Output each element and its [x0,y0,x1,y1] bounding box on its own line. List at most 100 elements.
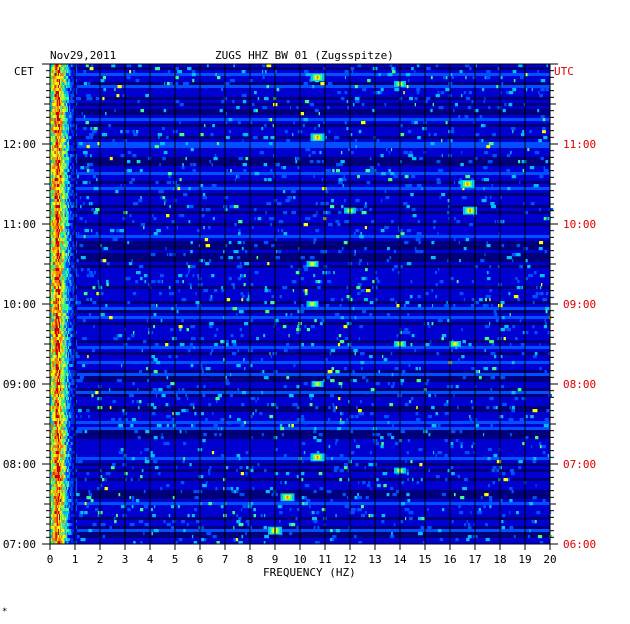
low-frequency-cell [50,343,52,347]
low-frequency-cell [72,124,74,128]
spectrum-speckle [255,400,257,404]
low-frequency-cell [73,322,75,326]
low-frequency-cell [64,82,66,86]
spectrum-speckle [462,187,465,191]
low-frequency-cell [73,217,75,221]
low-frequency-cell [63,364,65,368]
low-frequency-cell [60,217,62,221]
low-frequency-cell [57,541,60,545]
low-frequency-cell [72,397,74,401]
low-frequency-cell [75,529,78,533]
low-frequency-cell [59,109,61,113]
low-frequency-cell [51,163,53,167]
spectrum-speckle [324,190,329,194]
low-frequency-cell [54,223,56,227]
low-frequency-cell [63,346,65,350]
low-frequency-cell [59,214,61,218]
low-frequency-cell [61,397,63,401]
spectrum-speckle [469,223,474,227]
low-frequency-cell [64,70,66,74]
low-frequency-cell [75,247,78,251]
low-frequency-cell [68,280,70,284]
low-frequency-cell [56,274,58,278]
low-frequency-cell [68,94,70,98]
low-frequency-cell [57,262,60,266]
low-frequency-cell [72,316,74,320]
low-frequency-cell [55,169,57,173]
spectrum-speckle [511,391,516,395]
low-frequency-cell [52,298,54,302]
spectrum-speckle [406,472,409,476]
low-frequency-cell [63,151,65,155]
low-frequency-cell [61,292,63,296]
low-frequency-cell [60,316,62,320]
low-frequency-cell [53,190,55,194]
low-frequency-cell [69,205,71,209]
low-frequency-cell [71,517,73,521]
low-frequency-cell [75,115,78,119]
low-frequency-cell [65,235,67,239]
low-frequency-cell [69,70,71,74]
low-frequency-cell [68,436,70,440]
spectrum-speckle [469,67,472,71]
low-frequency-cell [73,439,75,443]
spectrum-speckle [249,79,253,83]
spectrum-speckle [421,517,426,521]
spectrum-speckle [152,214,154,218]
low-frequency-cell [52,220,54,224]
low-frequency-cell [53,82,55,86]
low-frequency-cell [68,73,70,77]
low-frequency-cell [75,316,78,320]
low-frequency-cell [69,265,71,269]
spectrum-speckle [180,214,185,218]
low-frequency-cell [63,262,65,266]
spectrum-speckle [201,412,205,416]
low-frequency-cell [72,199,74,203]
low-frequency-cell [73,208,75,212]
low-frequency-cell [63,94,65,98]
low-frequency-cell [68,526,70,530]
spectrum-speckle [144,460,150,464]
low-frequency-cell [60,70,62,74]
spectrum-speckle [88,202,91,206]
low-frequency-cell [64,142,66,146]
low-frequency-cell [56,454,58,458]
low-frequency-cell [54,190,56,194]
low-frequency-cell [57,376,60,380]
low-frequency-cell [52,442,54,446]
low-frequency-cell [59,295,61,299]
low-frequency-cell [71,301,73,305]
low-frequency-cell [65,427,67,431]
low-frequency-cell [53,343,55,347]
low-frequency-cell [63,301,65,305]
low-frequency-cell [73,295,75,299]
low-frequency-cell [62,349,64,353]
low-frequency-cell [61,235,63,239]
low-frequency-cell [61,496,63,500]
low-frequency-cell [71,148,73,152]
low-frequency-cell [50,346,52,350]
spectrum-speckle [164,82,166,86]
low-frequency-cell [73,265,75,269]
low-frequency-cell [50,196,52,200]
low-frequency-cell [52,499,54,503]
low-frequency-cell [59,232,61,236]
spectrum-speckle [245,520,250,524]
low-frequency-cell [71,370,73,374]
low-frequency-cell [51,541,53,545]
low-frequency-cell [61,478,63,482]
low-frequency-cell [63,418,65,422]
low-frequency-cell [61,379,63,383]
low-frequency-cell [64,100,66,104]
low-frequency-cell [59,121,61,125]
low-frequency-cell [73,478,75,482]
low-frequency-cell [72,334,74,338]
low-frequency-cell [52,85,54,89]
low-frequency-cell [72,436,74,440]
spectrum-speckle [311,343,315,347]
low-frequency-cell [61,262,63,266]
low-frequency-cell [60,88,62,92]
spectrum-speckle [437,319,443,323]
low-frequency-cell [75,205,78,209]
low-frequency-cell [70,169,72,173]
